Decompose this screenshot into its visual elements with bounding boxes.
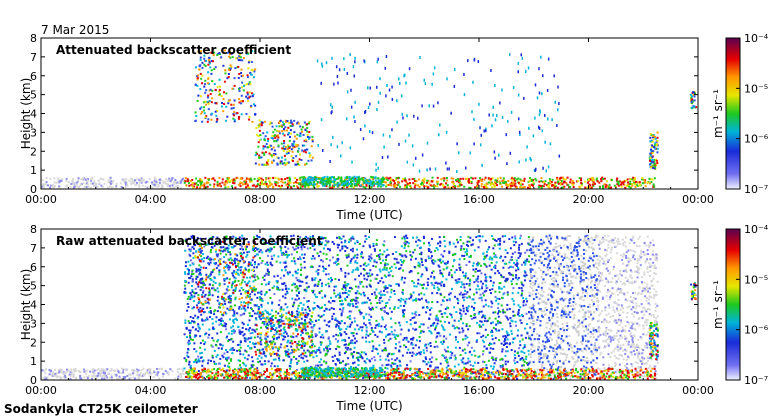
- y-tick-label: 7: [30, 242, 37, 255]
- colorbar-tick-label: 10⁻⁶: [744, 324, 769, 337]
- colorbar: 10⁻⁴ 10⁻⁵ 10⁻⁶ 10⁻⁷ m⁻¹ sr⁻¹: [711, 223, 769, 387]
- x-tick-label: 12:00: [354, 193, 386, 206]
- y-tick-label: 8: [30, 32, 37, 45]
- x-axis-label: Time (UTC): [335, 399, 402, 413]
- panel-title: Raw attenuated backscatter coefficient: [56, 234, 323, 248]
- x-tick-label: 16:00: [463, 384, 495, 397]
- y-tick-label: 4: [30, 108, 37, 121]
- y-tick-label: 7: [30, 51, 37, 64]
- colorbar-tick-label: 10⁻⁶: [744, 133, 769, 146]
- y-tick-label: 2: [30, 336, 37, 349]
- y-tick-label: 1: [30, 355, 37, 368]
- x-tick-label: 00:00: [25, 193, 57, 206]
- x-tick-label: 00:00: [682, 193, 714, 206]
- x-tick-label: 04:00: [135, 193, 167, 206]
- x-axis-label: Time (UTC): [335, 208, 402, 222]
- colorbar-tick-label: 10⁻⁵: [744, 273, 768, 286]
- plot-area: [41, 229, 698, 380]
- x-tick-label: 04:00: [135, 384, 167, 397]
- y-axis-label: Height (km): [19, 78, 33, 149]
- y-tick-label: 4: [30, 299, 37, 312]
- y-tick-label: 8: [30, 223, 37, 236]
- y-tick-label: 0: [30, 374, 37, 387]
- x-tick-label: 20:00: [573, 193, 605, 206]
- colorbar-label: m⁻¹ sr⁻¹: [711, 280, 725, 329]
- colorbar-label: m⁻¹ sr⁻¹: [711, 89, 725, 138]
- y-tick-label: 5: [30, 89, 37, 102]
- colorbar-tick-label: 10⁻⁴: [744, 32, 769, 45]
- y-tick-label: 0: [30, 183, 37, 196]
- y-tick-label: 6: [30, 261, 37, 274]
- colorbar-ramp: [725, 228, 741, 381]
- plot-area: [41, 38, 698, 189]
- y-tick-label: 3: [30, 126, 37, 139]
- colorbar-ramp: [725, 37, 741, 190]
- y-tick-label: 2: [30, 145, 37, 158]
- x-tick-label: 00:00: [682, 384, 714, 397]
- colorbar-tick-label: 10⁻⁴: [744, 223, 769, 236]
- panel-title: Attenuated backscatter coefficient: [56, 43, 291, 57]
- footer-label: Sodankyla CT25K ceilometer: [4, 402, 198, 416]
- x-tick-label: 16:00: [463, 193, 495, 206]
- heatmap-image: [41, 49, 698, 189]
- colorbar-tick-label: 10⁻⁵: [744, 82, 768, 95]
- x-tick-label: 00:00: [25, 384, 57, 397]
- x-tick-label: 08:00: [244, 193, 276, 206]
- colorbar: 10⁻⁴ 10⁻⁵ 10⁻⁶ 10⁻⁷ m⁻¹ sr⁻¹: [711, 32, 769, 196]
- chart-panel-2: 00:00 04:00 08:00 12:00 16:00 20:00 00:0001234…: [19, 223, 769, 413]
- y-tick-label: 6: [30, 70, 37, 83]
- x-tick-label: 12:00: [354, 384, 386, 397]
- chart-panel-1: 00:00 04:00 08:00 12:00 16:00 20:00 00:0001234…: [19, 32, 769, 222]
- y-axis-label: Height (km): [19, 269, 33, 340]
- y-tick-label: 5: [30, 280, 37, 293]
- date-label: 7 Mar 2015: [41, 23, 109, 37]
- colorbar-tick-label: 10⁻⁷: [744, 183, 768, 196]
- y-tick-label: 1: [30, 164, 37, 177]
- y-tick-label: 3: [30, 317, 37, 330]
- heatmap-image: [41, 234, 697, 380]
- x-tick-label: 08:00: [244, 384, 276, 397]
- x-tick-label: 20:00: [573, 384, 605, 397]
- colorbar-tick-label: 10⁻⁷: [744, 374, 768, 387]
